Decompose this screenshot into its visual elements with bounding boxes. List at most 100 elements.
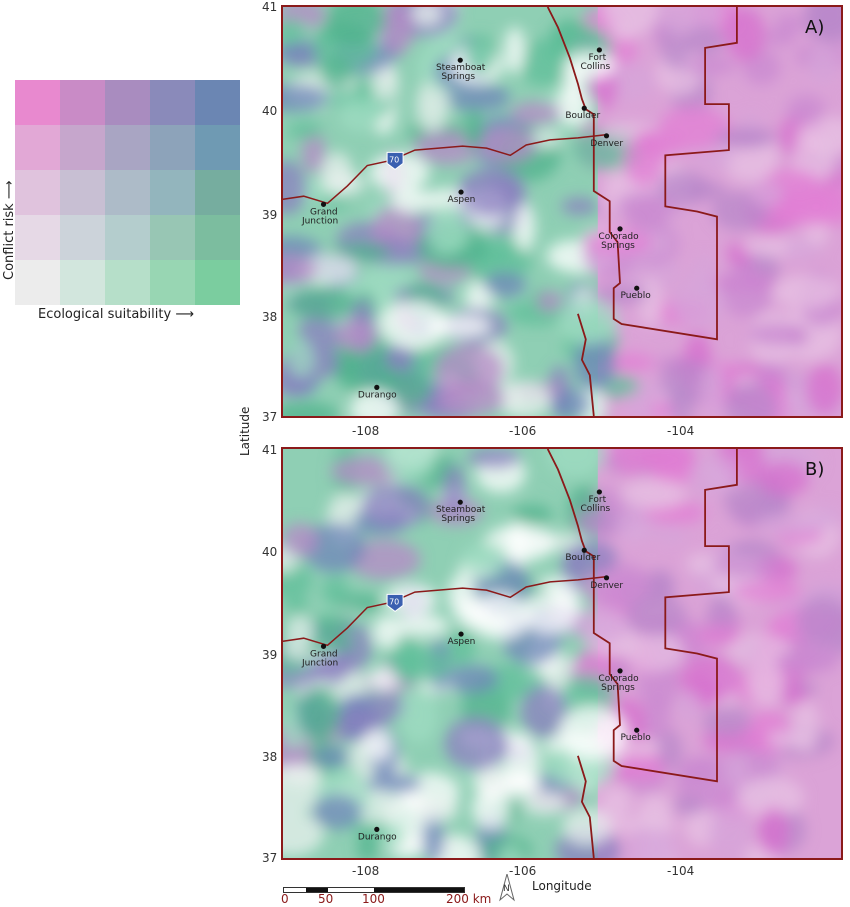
lon-tick-a-108: -108	[352, 424, 380, 438]
interstate-70-shield-icon	[386, 593, 404, 612]
legend-x-axis-label: Ecological suitability ⟶	[38, 307, 194, 322]
city-marker	[320, 201, 327, 207]
city-label: Aspen	[448, 195, 476, 205]
city-label: Pueblo	[621, 291, 652, 301]
lat-tick-b-41: 41	[262, 443, 278, 457]
map-panel-b: 70 Steamboat Springs Fort Collins Boulder Denv…	[281, 447, 843, 860]
city-marker	[603, 575, 610, 581]
lat-tick-a-38: 38	[262, 310, 278, 324]
city-label: Durango	[358, 390, 397, 400]
city-marker	[374, 384, 380, 390]
legend-cell	[150, 80, 195, 125]
legend-cell	[195, 125, 240, 170]
legend-cell	[105, 170, 150, 215]
city-label-line2: Junction	[301, 658, 338, 668]
city-label: Fort	[589, 495, 607, 505]
longitude-axis-title: Longitude	[532, 879, 592, 893]
city-marker	[458, 189, 464, 195]
city-label: Boulder	[565, 553, 600, 563]
lon-tick-b-108: -108	[352, 864, 380, 878]
panel-label: B)	[805, 459, 824, 480]
legend-cell	[15, 215, 60, 260]
scale-label-50: 50	[318, 892, 334, 906]
legend-cell	[60, 80, 105, 125]
bivariate-legend	[15, 80, 240, 305]
north-arrow-icon: N	[498, 872, 516, 902]
legend-cell	[150, 125, 195, 170]
interstate-70-shield-icon	[386, 151, 404, 170]
map-panel-a: 70 Steamboat Springs Fort Collins Boulder Denv…	[281, 5, 843, 418]
city-label-line2: Springs	[441, 72, 475, 82]
lon-tick-b-106: -106	[509, 864, 537, 878]
city-label: Colorado	[598, 232, 639, 242]
city-marker	[617, 226, 623, 232]
scale-bar	[283, 887, 465, 893]
legend-cell	[105, 125, 150, 170]
city-label-line2: Junction	[301, 216, 338, 226]
city-marker	[320, 643, 327, 649]
legend-cell	[60, 215, 105, 260]
legend-cell	[195, 260, 240, 305]
lon-tick-a-106: -106	[509, 424, 537, 438]
city-label-line2: Springs	[601, 241, 635, 251]
lat-tick-b-40: 40	[262, 545, 278, 559]
city-label: Durango	[358, 832, 397, 842]
city-label-line2: Collins	[580, 62, 610, 72]
lat-tick-a-41: 41	[262, 0, 278, 14]
legend-cell	[150, 170, 195, 215]
legend-cell	[105, 260, 150, 305]
map-a-svg: 70SteamboatSpringsFortCollinsBoulderDenv…	[283, 7, 841, 416]
legend-cell	[105, 215, 150, 260]
city-marker	[457, 499, 463, 505]
interstate-70-label: 70	[389, 597, 399, 606]
lat-tick-b-38: 38	[262, 750, 278, 764]
city-marker	[617, 668, 623, 674]
interstate-70-label: 70	[389, 155, 399, 164]
city-label: Fort	[589, 53, 607, 63]
city-marker	[581, 105, 587, 111]
city-label: Grand	[310, 649, 338, 659]
legend-cell	[195, 80, 240, 125]
legend-cell	[195, 170, 240, 215]
legend-cell	[105, 80, 150, 125]
city-label: Denver	[590, 139, 623, 149]
city-marker	[374, 826, 380, 832]
city-label: Colorado	[598, 674, 639, 684]
lat-tick-b-39: 39	[262, 648, 278, 662]
legend-cell	[15, 125, 60, 170]
city-marker	[596, 47, 602, 53]
lat-tick-a-37: 37	[262, 410, 278, 424]
legend-y-axis-label: Conflict risk ⟶	[2, 180, 17, 281]
legend-cell	[15, 170, 60, 215]
legend-cell	[60, 125, 105, 170]
city-marker	[634, 727, 640, 733]
legend-cell	[60, 260, 105, 305]
city-marker	[596, 489, 602, 495]
city-marker	[457, 57, 463, 63]
svg-text:N: N	[503, 884, 510, 894]
city-label: Grand	[310, 207, 338, 217]
scale-label-200: 200 km	[446, 892, 492, 906]
legend-cell	[60, 170, 105, 215]
city-label-line2: Springs	[441, 514, 475, 524]
city-label: Aspen	[448, 637, 476, 647]
city-label-line2: Springs	[601, 683, 635, 693]
legend-cell	[15, 80, 60, 125]
latitude-axis-title: Latitude	[238, 406, 252, 456]
city-label: Steamboat	[436, 505, 486, 515]
scale-label-0: 0	[281, 892, 289, 906]
city-label-line2: Collins	[580, 504, 610, 514]
legend-cell	[15, 260, 60, 305]
legend-cell	[150, 260, 195, 305]
city-marker	[634, 285, 640, 291]
legend-cell	[195, 215, 240, 260]
panel-label: A)	[805, 17, 824, 38]
lon-tick-b-104: -104	[667, 864, 695, 878]
city-label: Pueblo	[621, 733, 652, 743]
city-label: Denver	[590, 581, 623, 591]
city-label: Boulder	[565, 111, 600, 121]
lat-tick-a-40: 40	[262, 104, 278, 118]
lat-tick-a-39: 39	[262, 208, 278, 222]
city-label: Steamboat	[436, 63, 486, 73]
city-marker	[458, 631, 464, 637]
